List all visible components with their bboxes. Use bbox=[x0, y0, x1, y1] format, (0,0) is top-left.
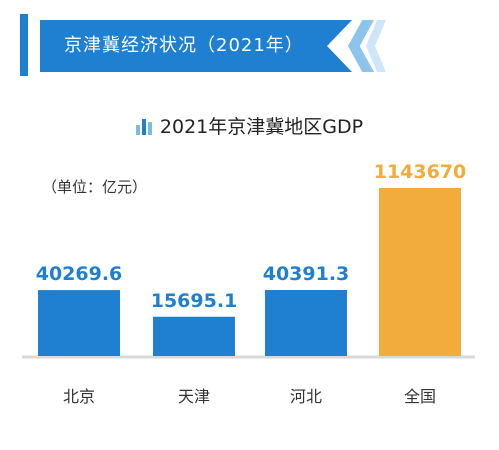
value-label-0: 40269.6 bbox=[36, 263, 123, 285]
category-label-2: 河北 bbox=[290, 387, 322, 406]
bar-2 bbox=[265, 290, 347, 356]
unit-label: （单位：亿元） bbox=[42, 178, 148, 196]
banner-ribbon bbox=[40, 20, 352, 72]
bar-chart-icon bbox=[135, 117, 152, 135]
chart-header: 2021年京津冀地区GDP bbox=[0, 112, 499, 139]
category-label-1: 天津 bbox=[178, 387, 210, 406]
bar-1 bbox=[153, 316, 235, 356]
category-label-3: 全国 bbox=[404, 387, 436, 406]
banner-title: 京津冀经济状况（2021年） bbox=[64, 35, 304, 56]
header-banner: 京津冀经济状况（2021年） bbox=[0, 0, 499, 90]
chart-title: 2021年京津冀地区GDP bbox=[159, 116, 364, 138]
bar-3 bbox=[379, 188, 461, 356]
value-label-1: 15695.1 bbox=[151, 290, 238, 312]
banner-accent-bar bbox=[20, 14, 28, 76]
chart-title-group: 2021年京津冀地区GDP bbox=[135, 112, 364, 139]
value-label-2: 40391.3 bbox=[263, 263, 350, 285]
value-label-3: 1143670 bbox=[374, 161, 467, 183]
bar-0 bbox=[38, 290, 120, 356]
category-label-0: 北京 bbox=[63, 387, 95, 406]
